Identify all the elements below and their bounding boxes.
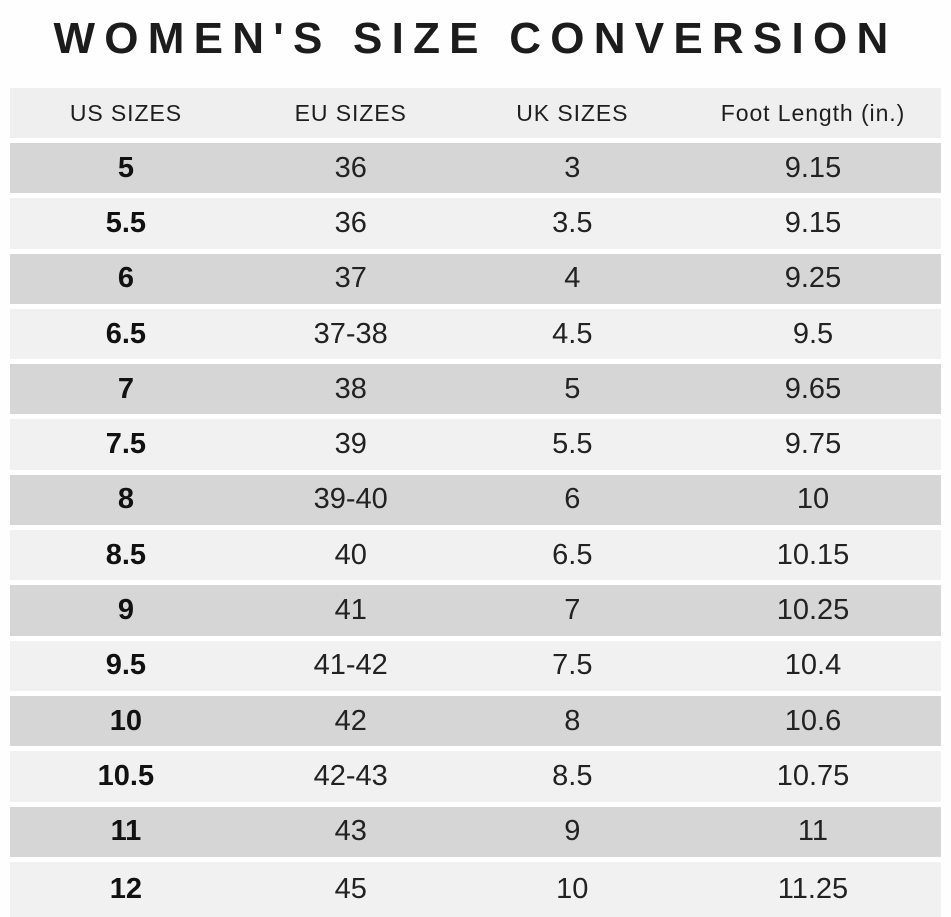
page-title: WOMEN'S SIZE CONVERSION <box>53 14 898 63</box>
table-cell: 8 <box>459 695 685 752</box>
table-cell: 10 <box>684 474 941 531</box>
table-row: 7.5 39 5.5 9.75 <box>10 419 941 475</box>
table-cell: 5.5 <box>10 198 242 254</box>
column-header-uk-sizes: UK SIZES <box>459 88 685 143</box>
table-cell: 10.75 <box>684 751 941 807</box>
table-row: 5.5 36 3.5 9.15 <box>10 198 941 254</box>
size-conversion-table: US SIZES EU SIZES UK SIZES Foot Length (… <box>10 88 941 917</box>
table-cell: 9.15 <box>684 143 941 199</box>
table-row: 10 42 8 10.6 <box>10 695 941 752</box>
table-header: US SIZES EU SIZES UK SIZES Foot Length (… <box>10 88 941 143</box>
table-cell: 40 <box>241 530 460 586</box>
table-cell: 5.5 <box>459 419 685 475</box>
table-row: 9.5 41-42 7.5 10.4 <box>10 640 941 696</box>
table-cell: 7.5 <box>10 419 242 475</box>
table-cell: 8 <box>10 474 242 531</box>
table-cell: 9.5 <box>684 308 941 365</box>
table-cell: 9.65 <box>684 364 941 420</box>
table-row: 12 45 10 11.25 <box>10 861 941 917</box>
table-cell: 3 <box>459 143 685 199</box>
table-cell: 6.5 <box>10 308 242 365</box>
table-cell: 6 <box>10 253 242 309</box>
table-row: 8.5 40 6.5 10.15 <box>10 530 941 586</box>
table-cell: 39 <box>241 419 460 475</box>
table-row: 7 38 5 9.65 <box>10 364 941 420</box>
table-cell: 11.25 <box>684 861 941 917</box>
table-cell: 3.5 <box>459 198 685 254</box>
column-header-us-sizes: US SIZES <box>10 88 242 143</box>
table-row: 6.5 37-38 4.5 9.5 <box>10 308 941 365</box>
table-cell: 36 <box>241 198 460 254</box>
table-cell: 7.5 <box>459 640 685 696</box>
table-cell: 5 <box>459 364 685 420</box>
column-header-eu-sizes: EU SIZES <box>241 88 460 143</box>
table-cell: 4.5 <box>459 308 685 365</box>
table-row: 9 41 7 10.25 <box>10 585 941 641</box>
table-cell: 38 <box>241 364 460 420</box>
table-row: 6 37 4 9.25 <box>10 253 941 309</box>
table-cell: 6.5 <box>459 530 685 586</box>
table-cell: 42 <box>241 695 460 752</box>
table-row: 10.5 42-43 8.5 10.75 <box>10 751 941 807</box>
table-cell: 9.5 <box>10 640 242 696</box>
table-cell: 37 <box>241 253 460 309</box>
table-cell: 36 <box>241 143 460 199</box>
table-cell: 10.5 <box>10 751 242 807</box>
table-cell: 8.5 <box>459 751 685 807</box>
table-cell: 10 <box>459 861 685 917</box>
table-cell: 10 <box>10 695 242 752</box>
table-cell: 45 <box>241 861 460 917</box>
table-row: 11 43 9 11 <box>10 806 941 862</box>
table-cell: 11 <box>10 806 242 862</box>
table-cell: 41-42 <box>241 640 460 696</box>
table-cell: 10.25 <box>684 585 941 641</box>
table-cell: 41 <box>241 585 460 641</box>
table-cell: 7 <box>459 585 685 641</box>
table-cell: 9.25 <box>684 253 941 309</box>
table-cell: 9.75 <box>684 419 941 475</box>
table-cell: 37-38 <box>241 308 460 365</box>
table-cell: 4 <box>459 253 685 309</box>
table-cell: 11 <box>684 806 941 862</box>
column-header-foot-length: Foot Length (in.) <box>684 88 941 143</box>
table-cell: 39-40 <box>241 474 460 531</box>
table-cell: 42-43 <box>241 751 460 807</box>
table-cell: 9 <box>10 585 242 641</box>
table-cell: 7 <box>10 364 242 420</box>
table-header-row: US SIZES EU SIZES UK SIZES Foot Length (… <box>10 88 941 143</box>
table-cell: 43 <box>241 806 460 862</box>
table-row: 5 36 3 9.15 <box>10 143 941 199</box>
table-cell: 6 <box>459 474 685 531</box>
table-row: 8 39-40 6 10 <box>10 474 941 531</box>
table-cell: 10.15 <box>684 530 941 586</box>
table-cell: 9.15 <box>684 198 941 254</box>
table-cell: 8.5 <box>10 530 242 586</box>
table-cell: 10.6 <box>684 695 941 752</box>
table-cell: 12 <box>10 861 242 917</box>
table-cell: 9 <box>459 806 685 862</box>
table-body: 5 36 3 9.15 5.5 36 3.5 9.15 6 37 4 9.25 6.5 37-38 4.5 9… <box>10 143 941 917</box>
table-cell: 5 <box>10 143 242 199</box>
table-cell: 10.4 <box>684 640 941 696</box>
